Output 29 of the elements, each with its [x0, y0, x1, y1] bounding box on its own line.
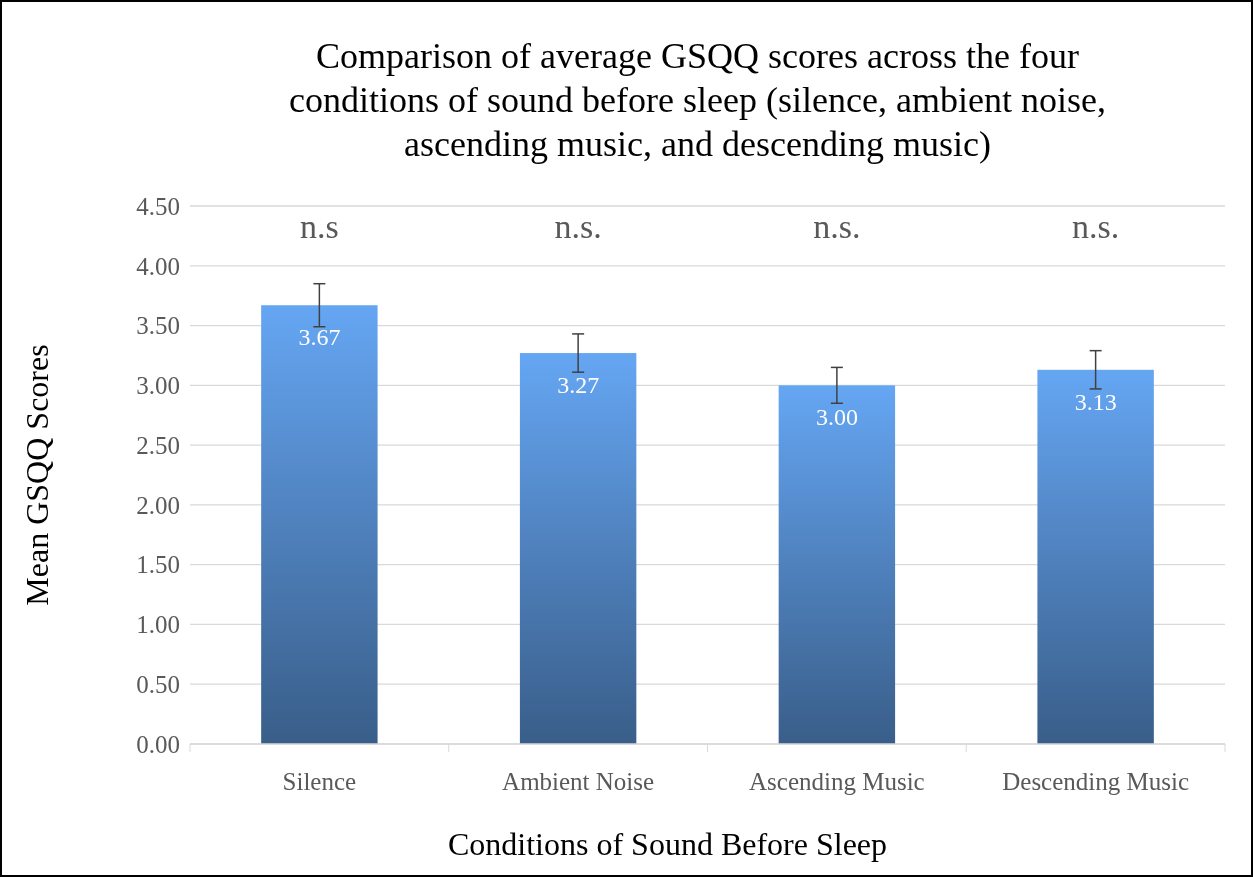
- bar: [1037, 369, 1154, 744]
- x-tick-label: Ambient Noise: [502, 768, 655, 795]
- chart-title: Comparison of average GSQQ scores across the four conditions of sound before sleep (silence, ambient noise, ascending music, and descending music): [289, 36, 1106, 164]
- x-tick-label: Ascending Music: [749, 768, 925, 795]
- x-tick-label: Silence: [282, 768, 357, 795]
- bar: [778, 385, 896, 744]
- y-tick-label: 0.00: [136, 730, 180, 758]
- y-tick-label: 0.50: [136, 670, 180, 698]
- y-tick-label: 4.50: [136, 192, 180, 220]
- y-tick-label: 1.50: [136, 551, 180, 579]
- bar: [519, 353, 637, 744]
- data-label: 3.67: [298, 324, 341, 351]
- y-tick-label: 3.00: [136, 372, 180, 400]
- y-tick-label: 3.50: [136, 312, 180, 340]
- y-axis-title: Mean GSQQ Scores: [19, 344, 55, 606]
- data-label: 3.00: [815, 404, 858, 431]
- y-tick-label: 2.00: [136, 491, 180, 519]
- y-tick-label: 1.00: [136, 611, 180, 639]
- y-tick-label: 2.50: [136, 431, 180, 459]
- y-tick-label: 4.00: [136, 252, 180, 280]
- data-label: 3.13: [1074, 388, 1117, 415]
- x-axis-title: Conditions of Sound Before Sleep: [447, 826, 888, 862]
- annotation: n.s: [300, 208, 339, 245]
- x-tick-label: Descending Music: [1002, 768, 1190, 795]
- annotation: n.s.: [554, 208, 602, 245]
- data-label: 3.27: [557, 372, 600, 399]
- bar: [261, 305, 378, 744]
- annotation: n.s.: [813, 208, 861, 245]
- annotation: n.s.: [1072, 208, 1120, 245]
